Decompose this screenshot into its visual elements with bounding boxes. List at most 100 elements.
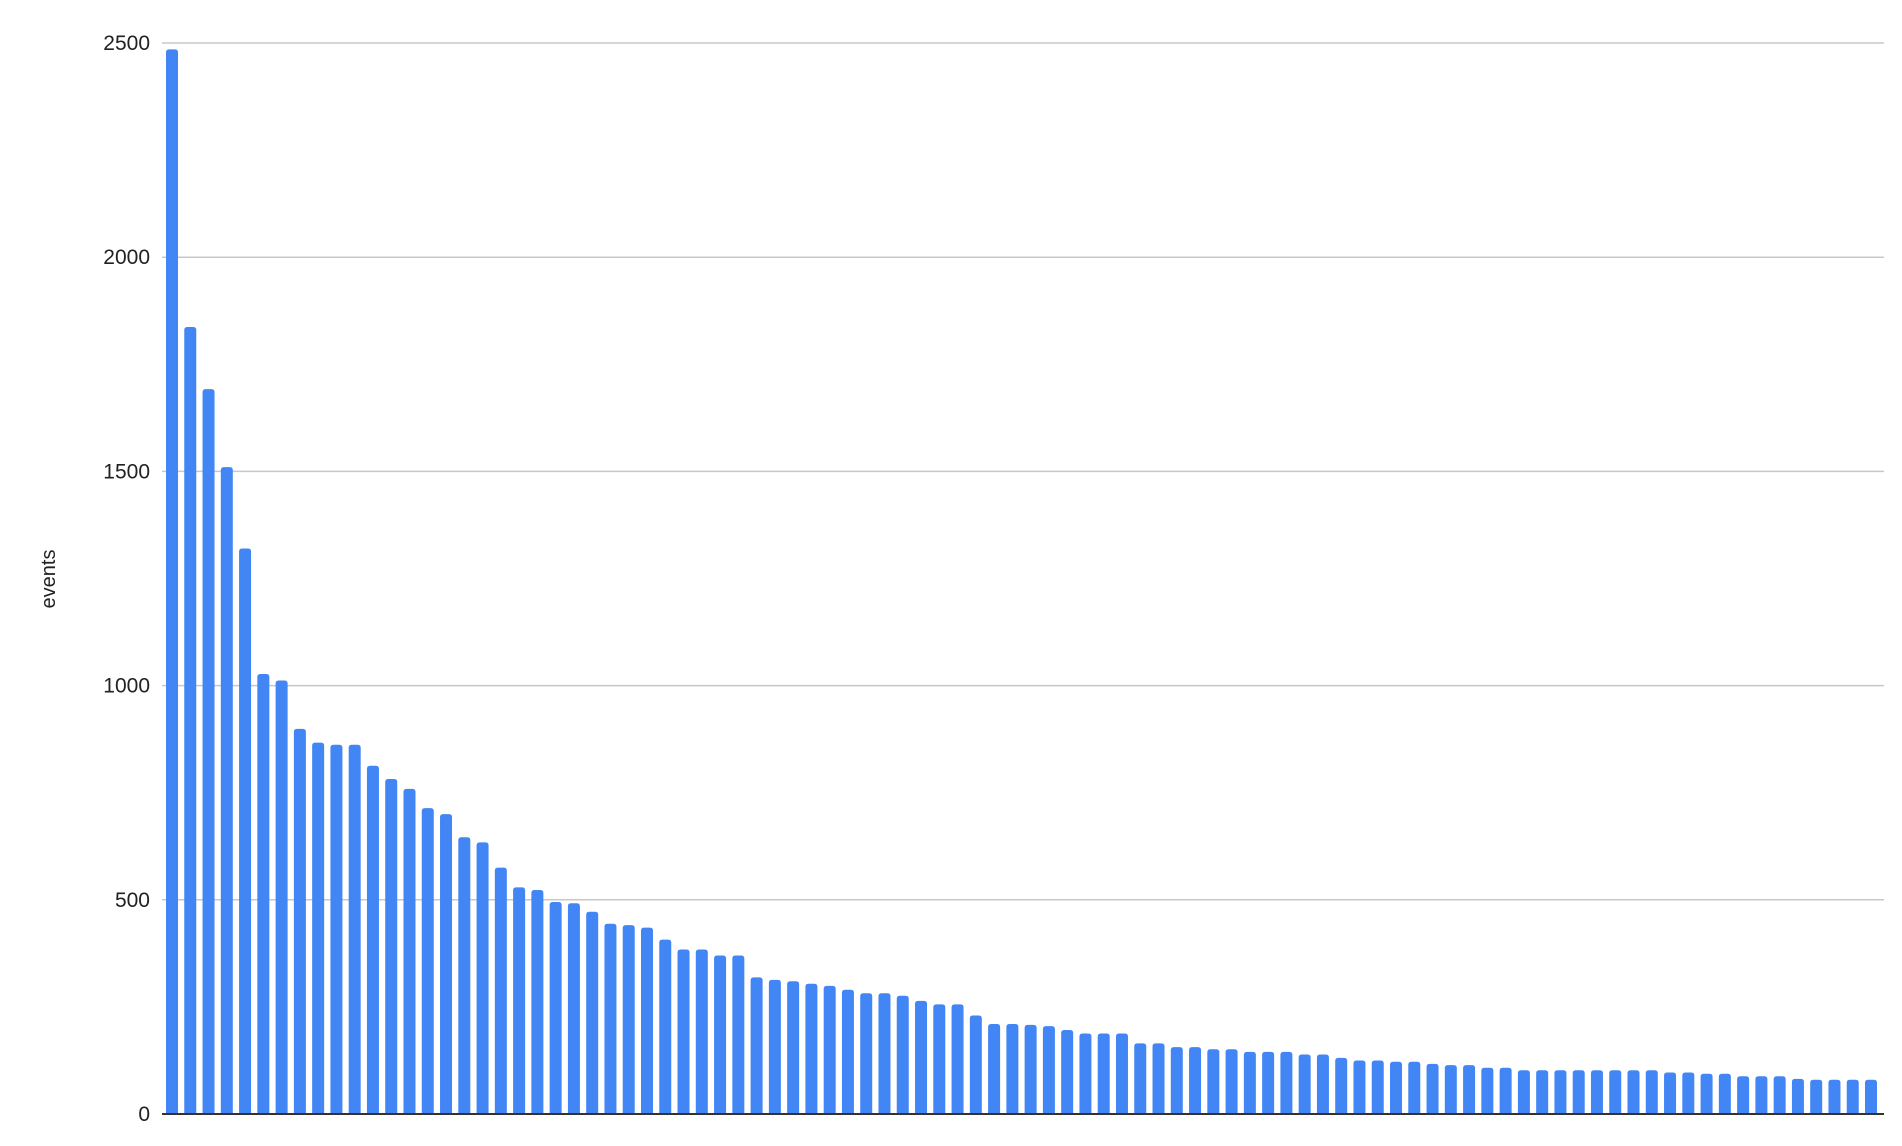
bar [531,889,544,1114]
bar [988,1024,1001,1114]
bar [1262,1051,1275,1114]
bar [1207,1049,1220,1114]
bar [1590,1070,1603,1114]
y-tick-label: 500 [115,889,150,912]
y-tick-label: 2000 [103,246,150,269]
bar [1097,1033,1110,1114]
bar [787,981,800,1114]
bar [1115,1033,1128,1114]
bar [1517,1070,1530,1114]
bar [1390,1061,1403,1114]
y-tick-label: 1500 [103,460,150,483]
bars [166,49,1877,1115]
y-tick-label: 2500 [103,32,150,55]
bar [768,979,781,1114]
bar [1444,1065,1457,1114]
bar [257,674,270,1114]
bar [805,983,818,1114]
bar [166,49,178,1114]
bar [1554,1070,1567,1114]
bar [1846,1079,1859,1114]
bar [1170,1047,1183,1114]
y-tick-label: 1000 [103,675,150,698]
bar [677,949,690,1114]
bar [1718,1073,1731,1114]
bar [239,548,252,1114]
bar [951,1004,964,1114]
bar [184,327,197,1115]
bar [403,788,416,1114]
bar [1682,1072,1695,1114]
bar [1353,1060,1366,1114]
bar [385,778,398,1114]
bar [695,949,708,1114]
bar [220,467,233,1115]
bar [348,744,361,1114]
bar [969,1015,982,1114]
bar [841,989,854,1114]
bar [421,808,434,1114]
bar [1061,1030,1074,1114]
bar [878,993,891,1114]
bar [1024,1024,1037,1114]
bar [732,955,745,1114]
bar [1609,1070,1622,1114]
bar [915,1000,928,1114]
bar [896,995,909,1114]
bar [1828,1079,1841,1114]
bar [640,927,653,1114]
bar [1499,1067,1512,1114]
bar [1243,1051,1256,1114]
bar [1371,1060,1384,1114]
bar [1316,1054,1329,1114]
bar [476,842,489,1114]
bar [1225,1049,1238,1114]
bar [1298,1054,1311,1114]
bar [1426,1063,1439,1114]
bar [1810,1079,1823,1114]
bar [293,728,306,1114]
bar [1481,1067,1494,1114]
bar [458,837,471,1114]
bar [933,1004,946,1114]
bar [860,993,873,1114]
bar [1042,1026,1055,1114]
bar [513,887,526,1114]
bar [494,867,507,1114]
bar [1408,1061,1421,1114]
bar [604,923,617,1114]
bar [1645,1070,1658,1114]
bar [1572,1070,1585,1114]
bar [312,742,325,1114]
gridlines [162,42,1884,901]
bar [1280,1051,1293,1114]
y-axis-label: events [38,550,60,609]
bar [1079,1033,1092,1114]
bar [750,977,763,1114]
bar [1536,1070,1549,1114]
y-tick-label: 0 [138,1103,150,1126]
bar [567,903,580,1114]
bar [1189,1047,1202,1114]
bar [823,985,836,1114]
bar [1134,1043,1147,1114]
bar [586,911,599,1114]
bar [1773,1076,1786,1114]
bar [1627,1070,1640,1114]
bar [622,925,635,1114]
bar [1865,1079,1877,1114]
bar [1152,1043,1165,1114]
bar [1006,1024,1019,1114]
bar [1463,1065,1476,1114]
bar [1700,1073,1713,1114]
bar [549,901,562,1114]
bar [1737,1076,1750,1114]
bar [330,744,343,1114]
bar [1791,1078,1804,1114]
bar [1335,1057,1348,1114]
bar [440,814,453,1114]
bar [714,955,727,1114]
y-axis-ticks: 0 500 1000 1500 2000 2500 [103,32,150,1126]
bar [202,389,215,1114]
